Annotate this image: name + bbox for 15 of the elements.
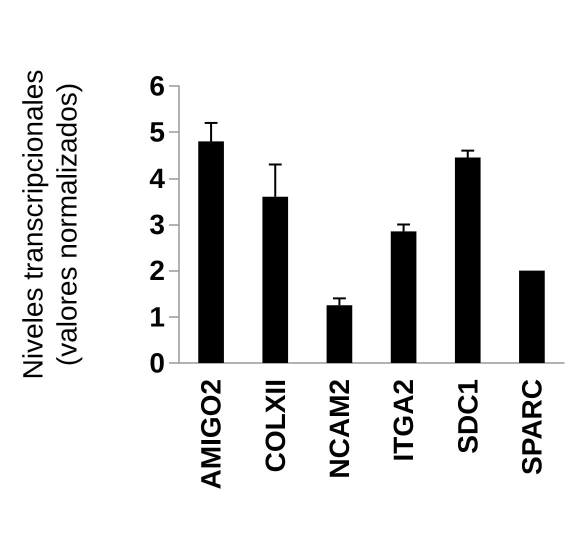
x-tick-label: SDC1 — [452, 379, 484, 454]
x-tick-label: NCAM2 — [324, 379, 355, 479]
y-tick-label: 3 — [149, 209, 165, 240]
y-axis-title: Niveles transcripcionales (valores normalizados) — [18, 70, 82, 380]
x-tick-label: COLXII — [260, 379, 291, 472]
y-tick-label: 2 — [149, 255, 165, 286]
y-tick-label: 5 — [149, 116, 165, 148]
y-tick-label: 1 — [149, 301, 165, 332]
x-tick-label: SPARC — [516, 379, 548, 475]
y-tick-label: 4 — [149, 162, 166, 194]
y-tick-label: 6 — [149, 70, 165, 102]
bar — [519, 270, 545, 363]
y-tick-label: 0 — [149, 348, 165, 378]
x-tick-label: ITGA2 — [388, 379, 420, 462]
x-tick-label: AMIGO2 — [196, 379, 227, 490]
